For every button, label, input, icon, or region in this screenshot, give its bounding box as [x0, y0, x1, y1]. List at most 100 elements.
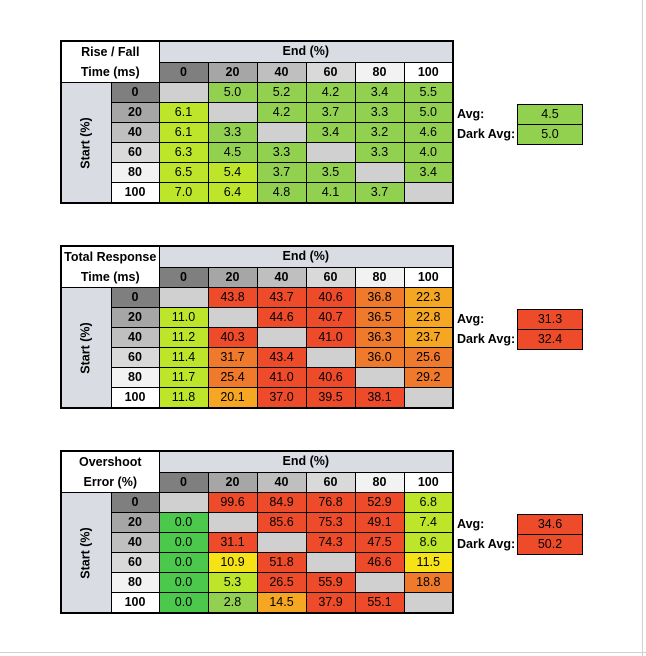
value-cell: 51.8	[256, 552, 307, 573]
value-cell: 4.8	[256, 182, 307, 204]
value-cell: 85.6	[256, 512, 307, 533]
value-cell	[207, 307, 258, 328]
value-cell: 3.7	[305, 102, 356, 123]
table-title: Total Response Time (ms)	[60, 245, 160, 288]
value-cell: 31.1	[207, 532, 258, 553]
data-table: Rise / Fall Time (ms) End (%) 0 20 40 60 80 100 S…	[60, 40, 454, 204]
dark-avg-value: 50.2	[517, 534, 583, 555]
end-column-label: 20	[207, 471, 258, 493]
avg-value: 34.6	[517, 514, 583, 535]
start-row-label: 20	[110, 307, 160, 328]
value-cell: 41.0	[305, 327, 356, 348]
start-row-label: 80	[110, 162, 160, 183]
end-column-label: 60	[305, 266, 356, 288]
avg-label: Avg:	[457, 517, 485, 531]
start-row-label: 100	[110, 592, 160, 614]
table-row: 80 6.5 5.4 3.7 3.5 3.4	[61, 162, 454, 183]
start-row-label: 20	[110, 102, 160, 123]
value-cell: 0.0	[158, 532, 209, 553]
header-row: Rise / Fall Time (ms) End (%)	[60, 40, 454, 83]
value-cell: 7.4	[403, 512, 454, 533]
data-table: Overshoot Error (%) End (%) 0 20 40 60 80 100 Sta…	[60, 450, 454, 614]
value-cell: 36.0	[354, 347, 405, 368]
value-cell: 47.5	[354, 532, 405, 553]
value-cell: 3.4	[305, 122, 356, 143]
value-cell: 11.2	[158, 327, 209, 348]
table-row: 60 6.3 4.5 3.3 3.3 4.0	[61, 142, 454, 163]
table-row: 60 11.4 31.7 43.4 36.0 25.6	[61, 347, 454, 368]
value-cell: 6.1	[158, 122, 209, 143]
table-row: Start (%) 0 43.8 43.7 40.6 36.8 22.3	[60, 287, 454, 409]
value-cell: 5.3	[207, 572, 258, 593]
avg-label: Avg:	[457, 107, 485, 121]
value-cell: 4.0	[403, 142, 454, 163]
start-row-label: 0	[110, 287, 160, 308]
value-cell: 5.0	[403, 102, 454, 123]
table-row: Start (%) 0 99.6 84.9 76.8 52.9 6.8	[60, 492, 454, 614]
end-column-label: 20	[207, 266, 258, 288]
value-cell: 37.9	[305, 592, 356, 614]
value-cell	[256, 532, 307, 553]
value-cell: 74.3	[305, 532, 356, 553]
table-row: Start (%) 0 5.0 5.2 4.2 3.4 5.5	[60, 82, 454, 204]
data-table: Total Response Time (ms) End (%) 0 20 40 60 80 1…	[60, 245, 454, 409]
start-row-label: 40	[110, 532, 160, 553]
table-section: Rise / Fall Time (ms) End (%) 0 20 40 60 80 100 S…	[60, 40, 646, 210]
value-cell: 3.3	[256, 142, 307, 163]
value-cell: 22.8	[403, 307, 454, 328]
start-row-label: 0	[110, 492, 160, 513]
value-cell	[305, 347, 356, 368]
value-cell: 3.5	[305, 162, 356, 183]
value-cell	[354, 162, 405, 183]
value-cell: 29.2	[403, 367, 454, 388]
table-row: 40 0.0 31.1 74.3 47.5 8.6	[61, 532, 454, 553]
table-row: 20 6.1 4.2 3.7 3.3 5.0	[61, 102, 454, 123]
value-cell: 40.7	[305, 307, 356, 328]
value-cell: 11.5	[403, 552, 454, 573]
value-cell: 3.4	[403, 162, 454, 183]
value-cell: 6.1	[158, 102, 209, 123]
value-cell	[158, 492, 209, 513]
value-cell: 38.1	[354, 387, 405, 409]
table-row: 60 0.0 10.9 51.8 46.6 11.5	[61, 552, 454, 573]
value-cell: 22.3	[403, 287, 454, 308]
dark-avg-label: Dark Avg:	[457, 127, 516, 141]
value-cell: 23.7	[403, 327, 454, 348]
start-axis-label: Start (%)	[78, 116, 93, 169]
value-cell: 0.0	[158, 572, 209, 593]
table-row: 20 0.0 85.6 75.3 49.1 7.4	[61, 512, 454, 533]
value-cell: 26.5	[256, 572, 307, 593]
value-cell: 49.1	[354, 512, 405, 533]
value-cell: 3.3	[354, 102, 405, 123]
table-title-line: Time (ms)	[80, 270, 140, 284]
value-cell: 46.6	[354, 552, 405, 573]
table-title-line: Error (%)	[83, 475, 137, 489]
end-column-label: 60	[305, 61, 356, 83]
start-row-label: 40	[110, 327, 160, 348]
value-cell: 40.6	[305, 287, 356, 308]
value-cell: 8.6	[403, 532, 454, 553]
table-row: 40 11.2 40.3 41.0 36.3 23.7	[61, 327, 454, 348]
start-row-label: 100	[110, 387, 160, 409]
value-cell: 3.2	[354, 122, 405, 143]
table-title: Overshoot Error (%)	[60, 450, 160, 493]
value-cell: 36.3	[354, 327, 405, 348]
table-title-line: Rise / Fall	[81, 45, 140, 59]
value-cell: 7.0	[158, 182, 209, 204]
value-cell: 3.3	[354, 142, 405, 163]
value-cell	[403, 592, 454, 614]
value-cell: 4.2	[305, 82, 356, 103]
value-cell: 4.1	[305, 182, 356, 204]
value-cell: 4.2	[256, 102, 307, 123]
value-cell: 84.9	[256, 492, 307, 513]
end-column-label: 60	[305, 471, 356, 493]
end-column-label: 40	[256, 61, 307, 83]
start-row-label: 60	[110, 552, 160, 573]
value-cell: 3.4	[354, 82, 405, 103]
end-column-label: 0	[158, 61, 209, 83]
value-cell: 5.2	[256, 82, 307, 103]
value-cell: 14.5	[256, 592, 307, 614]
value-cell: 11.4	[158, 347, 209, 368]
table-row: 40 6.1 3.3 3.4 3.2 4.6	[61, 122, 454, 143]
value-cell: 11.8	[158, 387, 209, 409]
